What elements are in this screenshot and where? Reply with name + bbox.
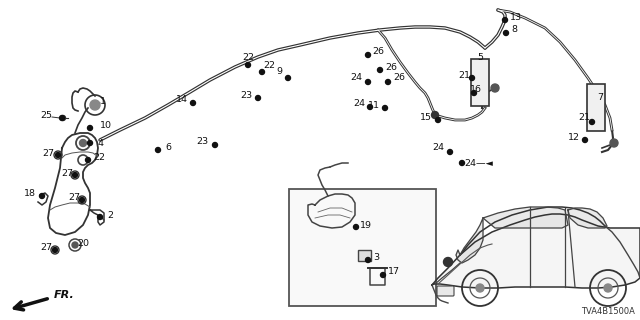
- Text: 24: 24: [353, 99, 365, 108]
- Text: FR.: FR.: [54, 290, 75, 300]
- Text: 22: 22: [263, 60, 275, 69]
- Circle shape: [381, 273, 385, 277]
- Circle shape: [212, 142, 218, 148]
- Circle shape: [476, 284, 484, 292]
- Circle shape: [353, 225, 358, 229]
- Circle shape: [491, 84, 499, 92]
- FancyBboxPatch shape: [471, 59, 489, 106]
- Circle shape: [56, 153, 61, 157]
- FancyBboxPatch shape: [587, 84, 605, 131]
- Circle shape: [81, 198, 83, 202]
- Circle shape: [589, 119, 595, 124]
- Circle shape: [383, 106, 387, 110]
- Text: 2: 2: [107, 211, 113, 220]
- Text: 1: 1: [100, 98, 106, 107]
- Text: 26: 26: [372, 47, 384, 57]
- Text: 23: 23: [240, 91, 252, 100]
- Text: 17: 17: [388, 268, 400, 276]
- Text: 12: 12: [568, 133, 580, 142]
- Text: 8: 8: [511, 26, 517, 35]
- Text: 20: 20: [77, 239, 89, 249]
- Circle shape: [502, 18, 508, 22]
- Text: 7: 7: [597, 93, 603, 102]
- Text: 27: 27: [42, 148, 54, 157]
- Text: 9: 9: [276, 68, 282, 76]
- Text: 4: 4: [97, 139, 103, 148]
- Text: 18: 18: [24, 188, 36, 197]
- Circle shape: [385, 79, 390, 84]
- Circle shape: [97, 214, 102, 220]
- Circle shape: [191, 100, 195, 106]
- Text: 26: 26: [385, 62, 397, 71]
- Circle shape: [86, 157, 90, 163]
- Circle shape: [504, 30, 509, 36]
- Circle shape: [72, 172, 77, 178]
- Circle shape: [604, 284, 612, 292]
- Circle shape: [435, 117, 440, 123]
- Circle shape: [367, 105, 372, 109]
- Text: 21: 21: [578, 114, 590, 123]
- Circle shape: [88, 125, 93, 131]
- Circle shape: [582, 138, 588, 142]
- Circle shape: [472, 91, 477, 95]
- Text: 21: 21: [458, 70, 470, 79]
- Polygon shape: [483, 207, 568, 228]
- Circle shape: [61, 116, 65, 121]
- Circle shape: [444, 258, 452, 267]
- Circle shape: [246, 62, 250, 68]
- Polygon shape: [456, 218, 483, 263]
- Text: 24—◄: 24—◄: [464, 158, 493, 167]
- Text: 25: 25: [40, 110, 52, 119]
- Text: 23: 23: [196, 138, 208, 147]
- Circle shape: [74, 173, 77, 177]
- Text: 16: 16: [470, 85, 482, 94]
- Circle shape: [431, 111, 438, 118]
- Circle shape: [255, 95, 260, 100]
- Text: 13: 13: [510, 13, 522, 22]
- Circle shape: [378, 68, 383, 73]
- Circle shape: [365, 79, 371, 84]
- FancyBboxPatch shape: [358, 250, 371, 260]
- Circle shape: [285, 76, 291, 81]
- Circle shape: [156, 148, 161, 153]
- Circle shape: [460, 161, 465, 165]
- Text: 27: 27: [61, 169, 73, 178]
- Polygon shape: [568, 208, 607, 228]
- Circle shape: [60, 116, 65, 121]
- Circle shape: [610, 139, 618, 147]
- FancyBboxPatch shape: [437, 286, 454, 296]
- Circle shape: [365, 258, 371, 262]
- Circle shape: [56, 154, 60, 156]
- FancyBboxPatch shape: [289, 189, 436, 306]
- Circle shape: [40, 194, 45, 198]
- Circle shape: [365, 52, 371, 58]
- Text: 27: 27: [40, 244, 52, 252]
- Text: 14: 14: [176, 95, 188, 105]
- Text: 10: 10: [100, 121, 112, 130]
- Circle shape: [79, 197, 84, 203]
- Text: 24: 24: [432, 143, 444, 153]
- Circle shape: [259, 69, 264, 75]
- Text: 11: 11: [368, 100, 380, 109]
- Text: 15: 15: [420, 114, 432, 123]
- Text: 3: 3: [373, 253, 379, 262]
- Text: 19: 19: [360, 220, 372, 229]
- Circle shape: [447, 149, 452, 155]
- Polygon shape: [432, 214, 640, 288]
- Circle shape: [470, 76, 474, 81]
- Circle shape: [79, 140, 86, 147]
- Circle shape: [90, 100, 100, 110]
- Circle shape: [52, 247, 58, 252]
- Text: 22: 22: [242, 52, 254, 61]
- Text: 5: 5: [477, 53, 483, 62]
- Text: 26: 26: [393, 74, 405, 83]
- Circle shape: [54, 249, 56, 252]
- Text: 6: 6: [165, 143, 171, 153]
- Text: 22: 22: [93, 154, 105, 163]
- Circle shape: [88, 140, 93, 146]
- Text: TVA4B1500A: TVA4B1500A: [581, 308, 635, 316]
- Text: 27: 27: [68, 194, 80, 203]
- Text: 24: 24: [350, 74, 362, 83]
- Circle shape: [72, 242, 78, 248]
